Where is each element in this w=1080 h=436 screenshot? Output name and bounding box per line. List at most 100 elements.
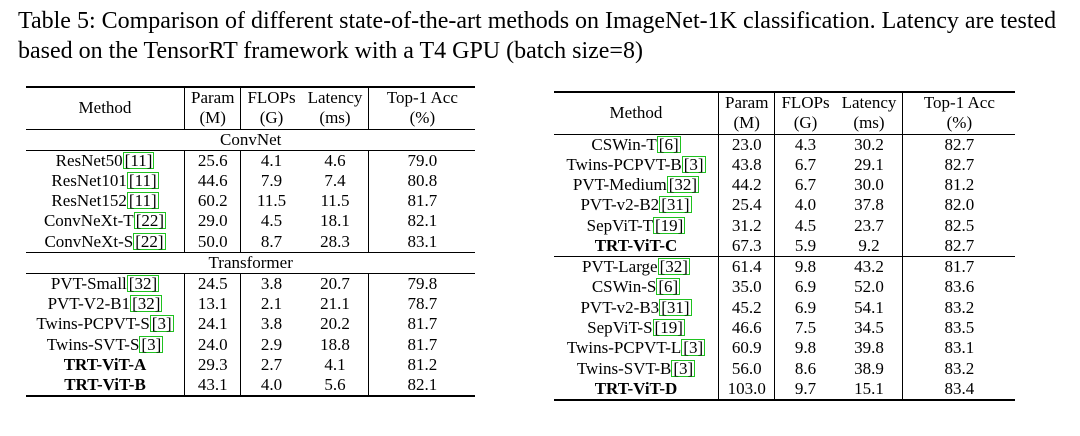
- citation-link[interactable]: [11]: [126, 170, 159, 190]
- table-row: ResNet50 [11] 25.6 4.1 4.6 79.0: [26, 150, 475, 171]
- cell-latency: 28.3: [301, 231, 370, 253]
- cell-method: Twins-SVT-S [3]: [26, 334, 185, 355]
- cell-method: Twins-PCPVT-L [3]: [554, 338, 719, 359]
- cell-flops: 4.5: [794, 215, 817, 235]
- cell-flops: 2.7: [260, 355, 283, 375]
- table-row: PVT-Medium [32] 44.2 6.7 30.0 81.2: [554, 174, 1015, 196]
- citation-link[interactable]: [32]: [126, 273, 160, 293]
- cell-top1: 82.7: [944, 154, 975, 174]
- citation-number: 32: [665, 257, 683, 277]
- cell-top1: 83.6: [944, 277, 975, 297]
- citation-link[interactable]: [22]: [133, 231, 166, 251]
- cell-latency: 18.8: [301, 334, 370, 355]
- cell-latency: 15.1: [835, 379, 904, 401]
- method-name: Twins-PCPVT-S: [36, 314, 150, 334]
- cell-param: 103.0: [718, 379, 776, 401]
- cell-latency: 29.1: [835, 154, 904, 175]
- cell-top1: 83.5: [944, 318, 975, 338]
- method-name: PVT-Large: [582, 257, 658, 277]
- cell-top1: 78.7: [407, 293, 438, 313]
- table-row: TRT-ViT-C 67.3 5.9 9.2 82.7: [554, 236, 1015, 257]
- cell-flops: 11.5: [256, 191, 287, 211]
- citation-link[interactable]: [3]: [149, 314, 174, 334]
- cell-top1: 81.2: [407, 355, 438, 375]
- method-name: Twins-SVT-S: [46, 334, 140, 354]
- section-convnet: ConvNet: [219, 129, 282, 149]
- citation-number: 22: [141, 211, 159, 231]
- cell-method: SepViT-S [19]: [554, 317, 719, 339]
- cell-latency: 20.7: [301, 273, 370, 294]
- method-name: PVT-v2-B3: [580, 297, 660, 317]
- citation-link[interactable]: [19]: [653, 215, 686, 235]
- cell-method: PVT-V2-B1 [32]: [26, 293, 185, 315]
- col-unit-top1: (%): [409, 108, 436, 128]
- citation-link[interactable]: [32]: [657, 257, 690, 277]
- cell-flops: 9.8: [794, 257, 817, 277]
- citation-link[interactable]: [31]: [659, 195, 692, 215]
- table-caption: Table 5: Comparison of different state-o…: [18, 8, 1057, 64]
- cell-flops: 4.1: [260, 150, 283, 170]
- cell-flops: 5.9: [794, 236, 817, 256]
- col-header-flops: FLOPs: [781, 93, 830, 112]
- col-header-method: Method: [26, 87, 185, 129]
- citation-link[interactable]: [3]: [671, 358, 696, 378]
- cell-param: 50.0: [184, 231, 242, 253]
- method-name: Twins-PCPVT-L: [566, 338, 682, 358]
- cell-param: 67.3: [718, 236, 776, 257]
- citation-link[interactable]: [32]: [130, 293, 163, 313]
- citation-number: 11: [134, 170, 151, 190]
- citation-link[interactable]: [3]: [681, 154, 706, 174]
- method-name: SepViT-T: [586, 215, 653, 235]
- citation-number: 3: [688, 338, 698, 358]
- citation-number: 6: [664, 277, 673, 297]
- col-unit-latency: (ms): [835, 113, 904, 134]
- cell-top1: 81.7: [407, 191, 438, 211]
- cell-latency: 43.2: [835, 256, 904, 278]
- cell-param: 45.2: [718, 297, 776, 318]
- cell-method: PVT-v2-B3 [31]: [554, 297, 719, 318]
- table-row: PVT-Small [32] 24.5 3.8 20.7 79.8: [26, 273, 475, 294]
- cell-flops: 3.8: [260, 314, 283, 334]
- cell-param: 31.2: [718, 215, 776, 237]
- citation-link[interactable]: [31]: [659, 297, 692, 317]
- citation-link[interactable]: [22]: [133, 211, 167, 231]
- cell-latency: 20.2: [301, 314, 370, 335]
- cell-latency: 7.4: [301, 170, 370, 191]
- citation-link[interactable]: [6]: [656, 134, 681, 154]
- citation-link[interactable]: [32]: [666, 175, 700, 195]
- table-row: SepViT-S [19] 46.6 7.5 34.5 83.5: [554, 317, 1015, 339]
- cell-method: SepViT-T [19]: [554, 215, 719, 237]
- cell-top1: 82.5: [944, 215, 975, 235]
- cell-method: PVT-v2-B2 [31]: [554, 195, 719, 216]
- citation-link[interactable]: [19]: [652, 318, 685, 338]
- cell-flops: 8.6: [794, 358, 817, 378]
- citation-link[interactable]: [3]: [139, 334, 164, 354]
- cell-top1: 83.1: [407, 231, 438, 251]
- method-name: ResNet101: [51, 170, 127, 190]
- cell-latency: 52.0: [835, 277, 904, 298]
- citation-link[interactable]: [11]: [126, 191, 159, 211]
- table-row: SepViT-T [19] 31.2 4.5 23.7 82.5: [554, 215, 1015, 237]
- cell-param: 13.1: [184, 293, 242, 315]
- citation-link[interactable]: [11]: [122, 150, 155, 170]
- cell-flops: 4.5: [260, 211, 283, 231]
- cell-flops: 7.9: [260, 170, 283, 190]
- cell-param: 46.6: [718, 317, 776, 339]
- method-name: PVT-V2-B1: [47, 293, 131, 313]
- citation-number: 3: [679, 358, 688, 378]
- table-row: Twins-SVT-S [3] 24.0 2.9 18.8 81.7: [26, 334, 475, 355]
- cell-top1: 83.4: [944, 379, 975, 399]
- citation-number: 32: [674, 175, 692, 195]
- table-row: PVT-V2-B1 [32] 13.1 2.1 21.1 78.7: [26, 293, 475, 315]
- citation-number: 3: [157, 314, 166, 334]
- cell-top1: 81.7: [407, 334, 438, 354]
- citation-number: 22: [140, 231, 158, 251]
- method-name: TRT-ViT-C: [594, 236, 678, 256]
- citation-link[interactable]: [3]: [681, 338, 706, 358]
- cell-flops: 9.7: [794, 379, 817, 399]
- cell-top1: 82.7: [944, 236, 975, 256]
- citation-number: 31: [666, 297, 684, 317]
- col-header-top1: Top-1 Acc: [923, 93, 995, 112]
- section-transformer: Transformer: [208, 252, 293, 272]
- citation-link[interactable]: [6]: [656, 277, 681, 297]
